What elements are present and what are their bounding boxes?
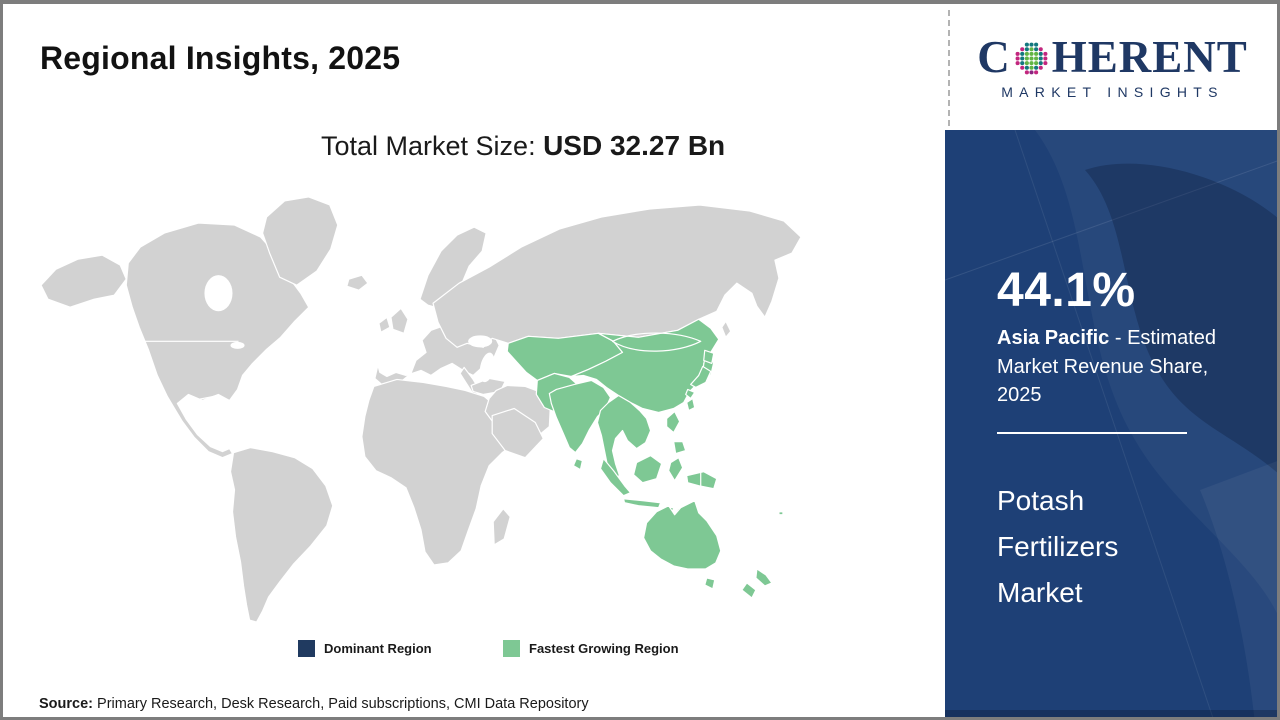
map-region-iceland — [346, 274, 369, 291]
brand-prefix: C — [977, 31, 1011, 82]
source-line: Source: Primary Research, Desk Research,… — [39, 696, 589, 712]
fastest-growing-region-swatch — [503, 640, 520, 657]
highlight-sidebar: 44.1% Asia Pacific - Estimated Market Re… — [945, 130, 1277, 717]
page-title: Regional Insights, 2025 — [40, 40, 401, 76]
great-lakes — [230, 341, 245, 349]
world-map — [36, 188, 808, 626]
market-share-description: Asia Pacific - Estimated Market Revenue … — [997, 324, 1239, 410]
market-share-rest: - Estimated Market Revenue Share, 2025 — [997, 327, 1216, 407]
source-label: Source: — [39, 696, 93, 712]
map-region-australia — [642, 500, 722, 570]
dotted-globe-o-icon — [1015, 42, 1048, 74]
world-map-svg — [40, 196, 802, 623]
market-share-region: Asia Pacific — [997, 327, 1110, 350]
dominant-region-swatch — [298, 640, 315, 657]
sidebar-content: 44.1% Asia Pacific - Estimated Market Re… — [997, 264, 1247, 616]
map-region-fiji — [778, 511, 784, 516]
sidebar-divider — [997, 431, 1187, 434]
brand-suffix: HERENT — [1051, 31, 1248, 82]
legend-item-fastest-growing: Fastest Growing Region — [503, 640, 679, 657]
map-region-arabia — [491, 407, 544, 459]
market-share-value: 44.1% — [997, 264, 1136, 317]
mongolia-border — [611, 332, 702, 352]
fastest-growing-region-label: Fastest Growing Region — [529, 641, 679, 656]
map-region-taiwan — [686, 397, 696, 412]
report-title: Potash Fertilizers Market — [997, 484, 1119, 608]
map-region-java — [622, 498, 662, 509]
map-region-japan-honshu — [690, 365, 712, 389]
map-region-asia-pacific — [506, 318, 784, 599]
map-region-africa — [361, 378, 517, 566]
market-size-label: Total Market Size: — [321, 131, 544, 161]
caspian-sea — [479, 352, 495, 383]
map-region-russia — [432, 204, 802, 348]
brand-wordmark: C HERENT — [977, 31, 1248, 82]
map-region-alaska — [40, 254, 127, 308]
market-size-line: Total Market Size: USD 32.27 Bn — [321, 130, 725, 162]
us-mexico-border — [177, 394, 219, 405]
map-region-sakhalin — [721, 320, 732, 338]
map-region-india — [548, 379, 612, 454]
brand-tagline: MARKET INSIGHTS — [1001, 83, 1224, 100]
map-region-japan-hokkaido — [703, 349, 715, 364]
map-region-ireland — [378, 316, 391, 333]
map-region-sri-lanka — [572, 458, 584, 471]
map-region-philippines-luzon — [666, 410, 681, 434]
dominant-region-label: Dominant Region — [324, 641, 432, 656]
map-region-north-america — [125, 222, 310, 459]
map-region-indochina — [596, 394, 652, 480]
sidebar-map-texture — [945, 130, 1277, 717]
map-region-borneo — [632, 455, 663, 484]
black-sea — [468, 335, 493, 348]
map-region-sulawesi — [668, 457, 684, 482]
map-region-japan-kyushu — [685, 388, 696, 400]
map-region-madagascar — [492, 508, 511, 546]
map-region-south-america — [229, 447, 334, 623]
map-gray-regions — [40, 196, 802, 623]
map-region-uk — [390, 307, 409, 334]
map-region-nz-north — [755, 568, 773, 587]
map-region-sumatra — [599, 458, 632, 497]
map-region-china — [570, 318, 720, 414]
map-region-new-guinea — [686, 471, 718, 490]
legend-item-dominant: Dominant Region — [298, 640, 432, 657]
source-text: Primary Research, Desk Research, Paid su… — [93, 696, 589, 712]
map-region-nz-south — [741, 582, 757, 599]
map-region-tasmania — [704, 577, 716, 590]
map-region-philippines-mindanao — [673, 440, 687, 455]
brand-logo: C HERENT MARKET INSIGHTS — [948, 4, 1277, 130]
hudson-bay — [204, 275, 233, 312]
market-size-value: USD 32.27 Bn — [543, 130, 726, 161]
map-region-greenland — [261, 196, 339, 286]
